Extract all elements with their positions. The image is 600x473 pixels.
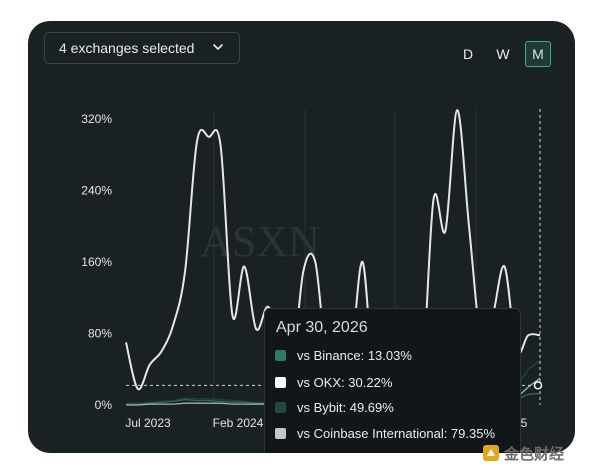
timeframe-daily-button[interactable]: D xyxy=(462,46,474,62)
tooltip-row-okx: vs OKX: 30.22% xyxy=(275,375,392,390)
tooltip-row-label: vs Coinbase International: 79.35% xyxy=(297,426,496,441)
y-tick-label: 240% xyxy=(81,184,112,198)
tooltip-row-label: vs Binance: 13.03% xyxy=(297,348,412,363)
tooltip-row-label: vs OKX: 30.22% xyxy=(297,375,393,390)
exchange-select-dropdown[interactable]: 4 exchanges selected xyxy=(44,32,240,64)
tooltip-row-bybit: vs Bybit: 49.69% xyxy=(275,400,394,415)
okx-swatch xyxy=(275,377,286,388)
tooltip-row-binance: vs Binance: 13.03% xyxy=(275,348,412,363)
tooltip-row-label: vs Bybit: 49.69% xyxy=(297,400,394,415)
bybit-swatch xyxy=(275,402,286,413)
logo-mark-icon xyxy=(483,445,499,461)
crosshair-marker xyxy=(533,381,543,390)
data-tooltip: Apr 30, 2026 vs Binance: 13.03% vs OKX: … xyxy=(264,308,521,453)
y-tick-label: 160% xyxy=(81,255,112,269)
brand-logo: 金色财经 xyxy=(482,441,592,465)
binance-swatch xyxy=(275,350,286,361)
chevron-down-icon xyxy=(213,44,223,50)
y-tick-label: 80% xyxy=(88,327,112,341)
x-tick-label: Feb 2024 xyxy=(213,416,264,430)
y-tick-label: 0% xyxy=(95,398,113,412)
tooltip-row-coinbase-international: vs Coinbase International: 79.35% xyxy=(275,426,495,441)
chart-card: 4 exchanges selected D W M ASXN 320% 240%… xyxy=(28,21,575,453)
watermark-text: ASXN xyxy=(200,217,320,266)
x-tick-label: 5 xyxy=(521,416,528,430)
tooltip-date: Apr 30, 2026 xyxy=(276,319,368,336)
y-tick-label: 320% xyxy=(81,112,112,126)
timeframe-monthly-button[interactable]: M xyxy=(525,41,551,67)
timeframe-weekly-button[interactable]: W xyxy=(496,46,510,62)
exchange-select-label: 4 exchanges selected xyxy=(59,40,195,56)
x-tick-label: Jul 2023 xyxy=(125,416,171,430)
coinbase-international-swatch xyxy=(275,428,286,439)
logo-text: 金色财经 xyxy=(504,445,565,463)
